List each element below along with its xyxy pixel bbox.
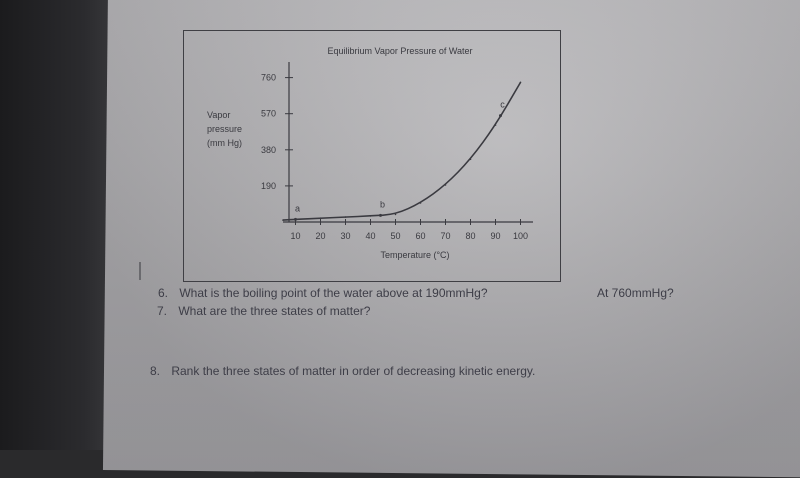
y-tick-label-570: 570 [261, 109, 276, 119]
annotation-point-c [499, 114, 502, 118]
x-tick-label-90: 90 [490, 231, 500, 241]
x-tick-label-100: 100 [513, 231, 528, 241]
side-note: At 760mmHg? [597, 286, 674, 300]
annotation-label-b: b [380, 199, 385, 209]
question-number: 8. [150, 364, 161, 378]
x-tick-label-40: 40 [365, 231, 375, 241]
annotation-label-c: c [500, 100, 505, 110]
x-tick-label-60: 60 [415, 231, 425, 241]
y-tick-label-380: 380 [261, 145, 276, 155]
question-number: 6. [158, 286, 169, 300]
chart-title: Equilibrium Vapor Pressure of Water [327, 46, 472, 56]
x-axis-label: Temperature (°C) [380, 250, 449, 260]
question-number: 7. [157, 304, 168, 318]
x-tick-label-10: 10 [290, 231, 300, 241]
y-axis-label-line-3: (mm Hg) [207, 138, 242, 148]
background-dark-edge [0, 0, 120, 450]
curve-point-70 [444, 184, 447, 186]
curve-point-80 [469, 158, 472, 161]
curve-point-40 [369, 215, 372, 217]
annotation-label-a: a [295, 203, 300, 213]
question-text: What is the boiling point of the water a… [179, 286, 488, 300]
y-tick-label-760: 760 [261, 73, 276, 83]
x-tick-label-20: 20 [315, 231, 325, 241]
y-axis-label-line-2: pressure [207, 124, 242, 134]
x-tick-label-80: 80 [465, 231, 475, 241]
curve-point-60 [419, 202, 422, 204]
question-7: 7. What are the three states of matter? [157, 304, 370, 318]
x-tick-label-30: 30 [340, 231, 350, 241]
chart-frame [183, 30, 561, 282]
curve-point-50 [394, 213, 397, 216]
curve-point-5 [282, 219, 284, 221]
curve-point-90 [494, 124, 497, 126]
vapor-pressure-curve [282, 81, 522, 221]
curve-point-30 [344, 216, 347, 218]
y-tick-label-190: 190 [261, 181, 276, 191]
x-tick-label-50: 50 [390, 231, 400, 241]
annotation-point-a [294, 217, 297, 221]
vapor-pressure-chart: Equilibrium Vapor Pressure of Water 190 38… [207, 46, 533, 260]
curve-point-20 [319, 217, 322, 219]
annotation-point-b [379, 213, 382, 217]
question-6: 6. What is the boiling point of the wate… [158, 286, 488, 300]
curve-point-100 [519, 81, 522, 84]
x-tick-label-70: 70 [440, 231, 450, 241]
question-8: 8. Rank the three states of matter in or… [150, 364, 535, 378]
y-axis-label-line-1: Vapor [207, 110, 230, 120]
question-text: What are the three states of matter? [178, 304, 371, 318]
question-text: Rank the three states of matter in order… [171, 364, 536, 378]
margin-mark [139, 262, 141, 280]
